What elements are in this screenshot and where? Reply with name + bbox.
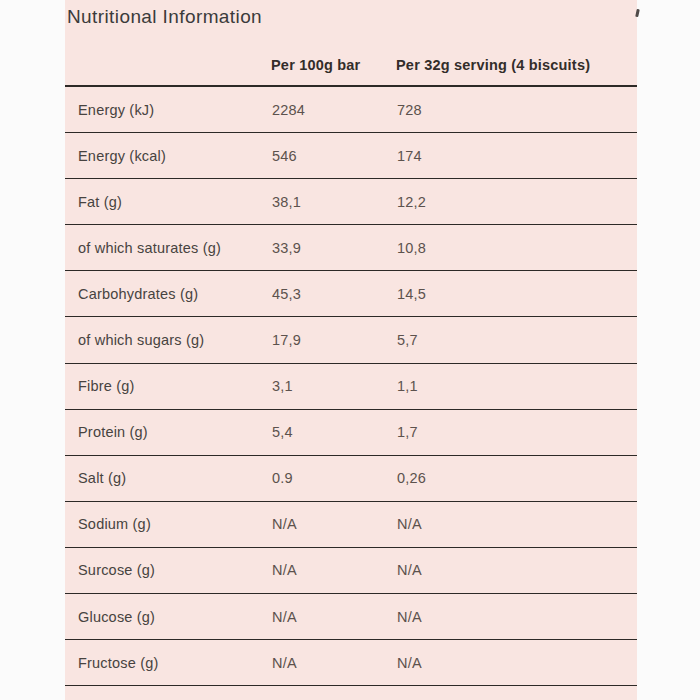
table-row: Fibre (g) 3,1 1,1: [65, 363, 637, 409]
per-100g-value: N/A: [271, 501, 396, 547]
table-row: Surcose (g) N/A N/A: [65, 547, 637, 593]
per-100g-value: 38,1: [271, 179, 396, 225]
table-header-row: Per 100g bar Per 32g serving (4 biscuits…: [65, 30, 637, 86]
per-serving-value: 0,26: [396, 455, 637, 501]
per-serving-value: N/A: [396, 594, 637, 640]
per-serving-value: 1,1: [396, 363, 637, 409]
table-row: of which sugars (g) 17,9 5,7: [65, 317, 637, 363]
page-title: Nutritional Information: [65, 0, 637, 30]
nutrient-label: Energy (kJ): [65, 86, 271, 133]
table-row: Salt (g) 0.9 0,26: [65, 455, 637, 501]
per-serving-value: 1,7: [396, 409, 637, 455]
nutrient-label: Carbohydrates (g): [65, 271, 271, 317]
nutrient-label: Maltose (g): [65, 686, 271, 700]
per-serving-value: 14,5: [396, 271, 637, 317]
per-100g-value: 33,9: [271, 225, 396, 271]
per-serving-value: 12,2: [396, 179, 637, 225]
per-serving-value: 728: [396, 86, 637, 133]
per-100g-value: 2284: [271, 86, 396, 133]
nutrient-label: Sodium (g): [65, 501, 271, 547]
table-row: Fructose (g) N/A N/A: [65, 640, 637, 686]
table-row: Glucose (g) N/A N/A: [65, 594, 637, 640]
per-100g-value: 5,4: [271, 409, 396, 455]
table-row: Maltose (g) N/A N/A: [65, 686, 637, 700]
nutrient-label: of which saturates (g): [65, 225, 271, 271]
per-serving-value: 5,7: [396, 317, 637, 363]
nutrient-label: Fibre (g): [65, 363, 271, 409]
nutritional-info-panel: Nutritional Information Per 100g bar Per…: [65, 0, 637, 700]
per-100g-value: N/A: [271, 640, 396, 686]
per-100g-value: 45,3: [271, 271, 396, 317]
table-row: of which saturates (g) 33,9 10,8: [65, 225, 637, 271]
table-row: Energy (kcal) 546 174: [65, 133, 637, 179]
per-serving-value: N/A: [396, 686, 637, 700]
nutrient-label: Glucose (g): [65, 594, 271, 640]
per-100g-value: 546: [271, 133, 396, 179]
per-100g-value: N/A: [271, 547, 396, 593]
per-serving-value: N/A: [396, 547, 637, 593]
table-row: Sodium (g) N/A N/A: [65, 501, 637, 547]
table-row: Protein (g) 5,4 1,7: [65, 409, 637, 455]
table-row: Energy (kJ) 2284 728: [65, 86, 637, 133]
table-row: Fat (g) 38,1 12,2: [65, 179, 637, 225]
per-serving-value: N/A: [396, 640, 637, 686]
column-header-per-serving: Per 32g serving (4 biscuits): [396, 30, 637, 86]
nutrient-label: Salt (g): [65, 455, 271, 501]
per-100g-value: 3,1: [271, 363, 396, 409]
per-serving-value: N/A: [396, 501, 637, 547]
chevron-icon-fragment[interactable]: [635, 9, 639, 17]
nutrient-label: Energy (kcal): [65, 133, 271, 179]
nutrient-label: Protein (g): [65, 409, 271, 455]
per-serving-value: 10,8: [396, 225, 637, 271]
per-100g-value: 0.9: [271, 455, 396, 501]
nutrient-label: of which sugars (g): [65, 317, 271, 363]
per-100g-value: N/A: [271, 686, 396, 700]
column-header-per-100g: Per 100g bar: [271, 30, 396, 86]
nutrient-label: Surcose (g): [65, 547, 271, 593]
per-serving-value: 174: [396, 133, 637, 179]
per-100g-value: 17,9: [271, 317, 396, 363]
column-header-nutrient: [65, 30, 271, 86]
nutrition-table: Per 100g bar Per 32g serving (4 biscuits…: [65, 30, 637, 700]
nutrient-label: Fructose (g): [65, 640, 271, 686]
per-100g-value: N/A: [271, 594, 396, 640]
table-row: Carbohydrates (g) 45,3 14,5: [65, 271, 637, 317]
nutrient-label: Fat (g): [65, 179, 271, 225]
